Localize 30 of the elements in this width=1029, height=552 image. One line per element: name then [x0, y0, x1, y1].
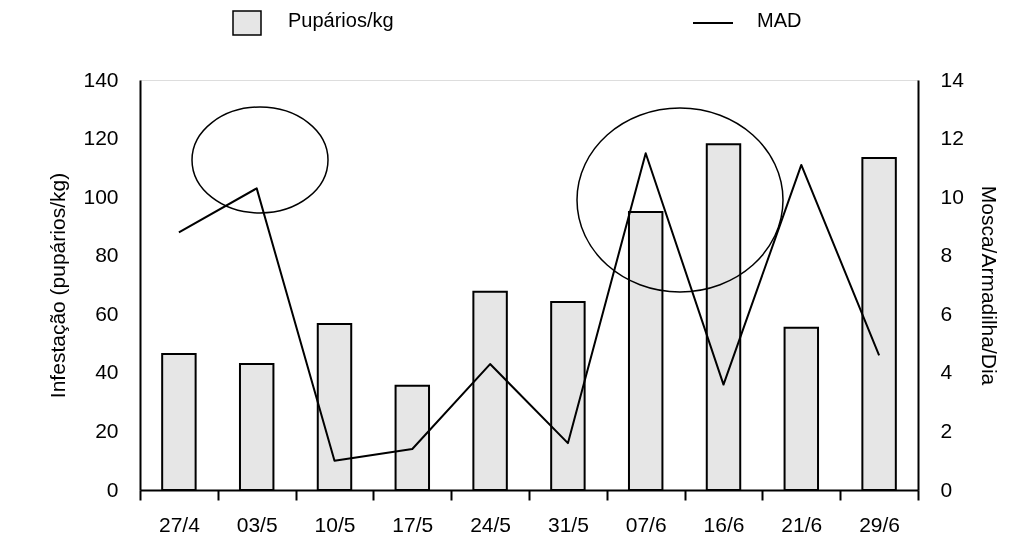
y-tick-label: 100 [83, 184, 119, 208]
y-tick-label: 120 [83, 126, 119, 150]
x-tick-label: 21/6 [781, 512, 823, 536]
y2-tick-label: 8 [940, 243, 953, 267]
y2-tick-label: 12 [940, 126, 964, 150]
x-tick-label: 10/5 [314, 512, 356, 536]
y-axis-title: Infestação (pupários/kg) [46, 172, 70, 399]
x-tick-label: 16/6 [703, 512, 745, 536]
x-tick-label: 31/5 [547, 512, 589, 536]
y2-tick-label: 6 [940, 301, 953, 325]
y-tick-label: 80 [95, 243, 119, 267]
y-tick-label: 60 [95, 301, 119, 325]
x-tick-label: 29/6 [859, 512, 901, 536]
y-tick-label: 140 [83, 67, 119, 91]
x-tick-label: 07/6 [625, 512, 667, 536]
x-tick-label: 24/5 [470, 512, 512, 536]
y2-tick-label: 10 [940, 184, 964, 208]
legend-label: Pupários/kg [288, 9, 394, 31]
y2-axis-title: Mosca/Armadilha/Dia [977, 185, 1001, 386]
y2-tick-label: 0 [940, 477, 953, 501]
y2-tick-label: 2 [940, 418, 953, 442]
legend-label: MAD [757, 9, 802, 31]
y-tick-label: 20 [95, 418, 119, 442]
y2-tick-label: 14 [940, 67, 965, 91]
x-tick-label: 17/5 [392, 512, 434, 536]
x-tick-label: 03/5 [236, 512, 278, 536]
x-tick-label: 27/4 [158, 512, 201, 536]
y2-tick-label: 4 [940, 360, 953, 384]
y-tick-label: 0 [106, 477, 119, 501]
y-tick-label: 40 [95, 360, 119, 384]
